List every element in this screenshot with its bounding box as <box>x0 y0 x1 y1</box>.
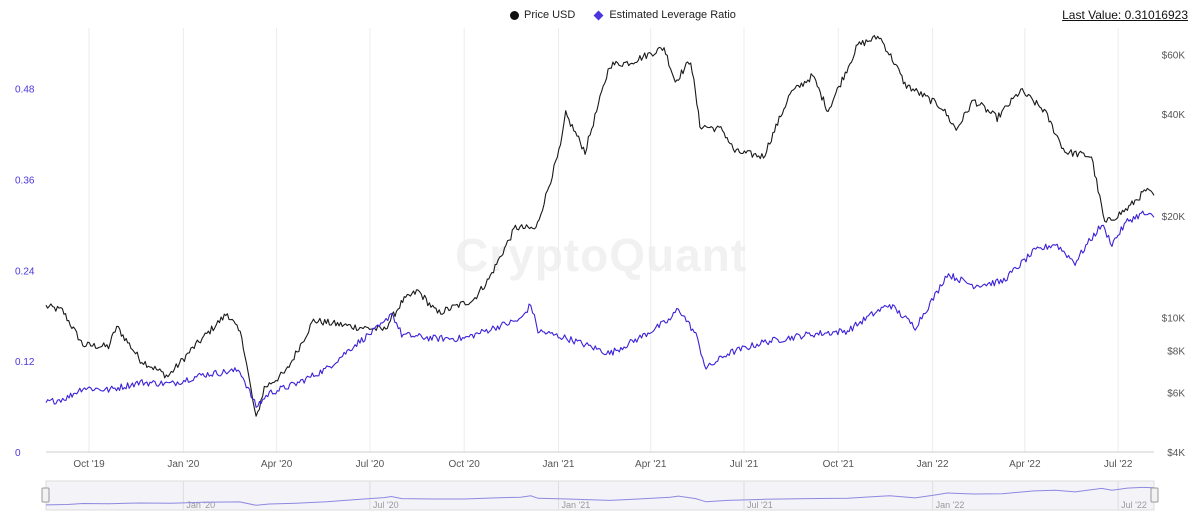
y-right-tick-label: $40K <box>1162 110 1186 121</box>
x-tick-label: Apr '21 <box>635 459 667 470</box>
x-tick-label: Jan '22 <box>917 459 949 470</box>
y-left-tick-label: 0.12 <box>15 357 35 368</box>
last-value-readout: Last Value: 0.31016923 <box>1062 8 1188 22</box>
y-right-tick-label: $60K <box>1162 51 1186 62</box>
x-tick-label: Jul '21 <box>730 459 759 470</box>
chart-legend: Price USD Estimated Leverage Ratio <box>510 9 736 21</box>
legend-item-leverage[interactable]: Estimated Leverage Ratio <box>593 9 736 21</box>
x-tick-label: Jan '21 <box>543 459 575 470</box>
legend-item-price[interactable]: Price USD <box>510 9 575 21</box>
navigator-tick-label: Jan '20 <box>186 500 215 510</box>
legend-label-price: Price USD <box>524 9 576 21</box>
navigator-tick-label: Jul '20 <box>373 500 399 510</box>
legend-label-leverage: Estimated Leverage Ratio <box>609 9 736 21</box>
x-tick-label: Jan '20 <box>167 459 199 470</box>
y-left-tick-label: 0.24 <box>15 266 35 277</box>
price-series-line <box>45 34 1155 417</box>
x-tick-label: Oct '21 <box>823 459 855 470</box>
leverage-series-line <box>45 210 1155 408</box>
navigator-series-line <box>45 486 1155 506</box>
y-right-tick-label: $20K <box>1162 212 1186 223</box>
navigator-handle-left[interactable] <box>41 487 50 503</box>
navigator-tick-label: Jul '21 <box>747 500 773 510</box>
navigator-tick-label: Jan '22 <box>936 500 965 510</box>
y-right-tick-label: $6K <box>1167 389 1185 400</box>
navigator-tick-label: Jul '22 <box>1121 500 1147 510</box>
x-tick-label: Oct '19 <box>73 459 105 470</box>
navigator-tick-label: Jan '21 <box>561 500 590 510</box>
x-tick-label: Jul '22 <box>1104 459 1133 470</box>
x-tick-label: Oct '20 <box>449 459 481 470</box>
y-left-tick-label: 0 <box>15 448 21 459</box>
watermark: CryptoQuant <box>455 229 748 281</box>
y-right-tick-label: $4K <box>1167 448 1185 459</box>
x-tick-label: Jul '20 <box>356 459 385 470</box>
x-tick-label: Apr '22 <box>1009 459 1041 470</box>
x-tick-label: Apr '20 <box>261 459 293 470</box>
y-right-tick-label: $8K <box>1167 346 1185 357</box>
navigator-handle-right[interactable] <box>1150 487 1159 503</box>
y-left-tick-label: 0.36 <box>15 175 35 186</box>
y-left-tick-label: 0.48 <box>15 85 35 96</box>
y-right-tick-label: $10K <box>1162 314 1186 325</box>
circle-marker-icon <box>510 10 519 20</box>
